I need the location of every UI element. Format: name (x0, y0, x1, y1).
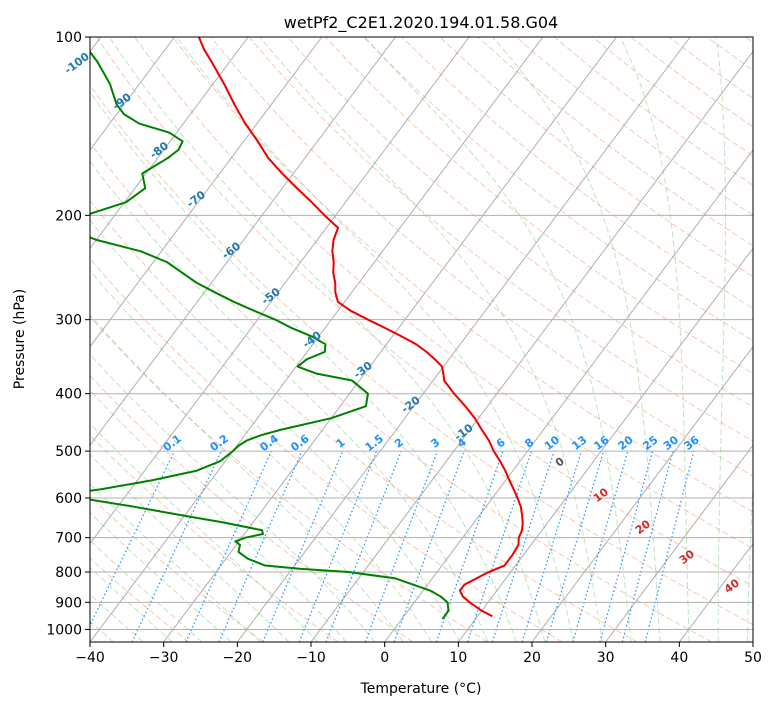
y-tick-label: 100 (55, 30, 82, 46)
moist-adiabat-line (492, 37, 661, 642)
dewpoint-profile-line (90, 50, 450, 620)
dry-adiabat-line (90, 557, 190, 642)
isotherm-line (90, 37, 470, 545)
moist-adiabat-line (90, 511, 232, 642)
isotherm-line (531, 345, 753, 642)
dry-adiabat-line (90, 84, 753, 626)
dry-adiabat-line (90, 316, 488, 642)
moist-adiabat-line (746, 477, 753, 642)
moist-adiabat-line (90, 483, 261, 642)
isotherm-line (605, 444, 753, 642)
dry-adiabat-line (325, 37, 753, 374)
dry-adiabat-line (363, 37, 753, 342)
background-lines (90, 37, 753, 642)
x-tick-label: −40 (75, 650, 105, 666)
isotherm-line (90, 37, 396, 446)
mixing-ratio-line (621, 450, 674, 642)
series-layer (90, 37, 524, 620)
x-axis: −40 −30 −20 −10 0 10 20 30 40 50 (75, 642, 762, 666)
dry-adiabat-line (90, 142, 712, 642)
dry-adiabat-line (210, 37, 753, 477)
y-tick-label: 400 (55, 387, 82, 403)
moist-adiabat-line (90, 566, 173, 642)
moist-adiabat-line (175, 37, 575, 642)
x-tick-label: 40 (670, 650, 688, 666)
mixing-ratio-line (435, 450, 504, 642)
y-tick-label: 500 (55, 444, 82, 460)
x-tick-label: 0 (380, 650, 389, 666)
x-tick-label: −30 (149, 650, 179, 666)
mixing-ratio-line (491, 450, 555, 642)
moist-adiabat-line (90, 389, 347, 642)
mixing-ratio-line (185, 450, 272, 642)
moist-adiabat-line (90, 90, 517, 642)
moist-adiabat-line (90, 422, 319, 642)
dry-adiabat-line (90, 199, 638, 642)
mixing-ratio-line (262, 450, 344, 642)
moist-adiabat-line (364, 37, 632, 642)
chart-title: wetPf2_C2E1.2020.194.01.58.G04 (284, 13, 558, 33)
dry-adiabat-line (96, 37, 753, 587)
temperature-profile-line (197, 37, 524, 618)
x-tick-label: 50 (744, 650, 762, 666)
moist-adiabat-line (90, 593, 144, 642)
moist-adiabat-line (619, 37, 690, 642)
mixing-ratio-line (218, 450, 303, 642)
isotherm-line (457, 247, 753, 642)
mixing-ratio-line (545, 450, 605, 642)
x-tick-label: −10 (296, 650, 326, 666)
moist-adiabat-line (90, 314, 404, 642)
x-tick-label: −20 (223, 650, 253, 666)
plot-background (90, 37, 753, 642)
mixing-ratio-line (521, 450, 583, 642)
x-tick-label: 20 (523, 650, 541, 666)
y-axis-label: Pressure (hPa) (12, 289, 28, 389)
mixing-ratio-line (644, 450, 695, 642)
isotherm-line (90, 37, 249, 250)
x-tick-label: 30 (597, 650, 615, 666)
moist-adiabat-line (90, 353, 376, 642)
mixing-ratio-line (90, 450, 175, 627)
mixing-ratio-line (393, 450, 465, 642)
y-tick-label: 600 (55, 491, 82, 507)
dry-adiabat-line (172, 37, 753, 513)
mixing-ratio-line (466, 450, 532, 642)
mixing-ratio-line (599, 450, 654, 642)
dry-adiabat-line (134, 37, 753, 550)
isotherm-line (90, 37, 175, 151)
isotherm-line (310, 50, 753, 642)
dry-adiabat-line (90, 257, 563, 642)
y-axis: 100 200 300 400 500 600 700 800 900 1000 (46, 30, 90, 638)
moist-adiabat-line (90, 620, 114, 642)
moist-adiabat-line (90, 269, 432, 642)
isotherm-line (90, 37, 323, 348)
isotherm-line (236, 37, 691, 642)
isotherm-line (752, 641, 753, 642)
y-tick-label: 1000 (46, 622, 82, 638)
moist-adiabat-line (259, 37, 603, 642)
plot-frame (89, 36, 754, 643)
y-tick-label: 800 (55, 565, 82, 581)
isotherm-label: -100 (62, 50, 92, 77)
isotherm-line (384, 149, 753, 642)
moist-adiabat-line (90, 539, 203, 642)
y-tick-label: 700 (55, 531, 82, 547)
y-tick-label: 200 (55, 208, 82, 224)
y-tick-label: 300 (55, 313, 82, 329)
moist-adiabat-line (90, 160, 489, 642)
mixing-ratio-line (131, 450, 222, 642)
isotherm-line (163, 37, 617, 642)
dry-adiabat-line (401, 37, 753, 309)
dry-adiabat-line (286, 37, 753, 408)
moist-adiabat-line (90, 219, 461, 642)
dry-adiabat-line (90, 375, 414, 642)
x-tick-label: 10 (449, 650, 467, 666)
moist-adiabat-line (715, 37, 726, 642)
y-tick-label: 900 (55, 595, 82, 611)
mixing-ratio-line (572, 450, 629, 642)
moist-adiabat-line (90, 454, 290, 642)
x-axis-label: Temperature (°C) (360, 681, 482, 697)
